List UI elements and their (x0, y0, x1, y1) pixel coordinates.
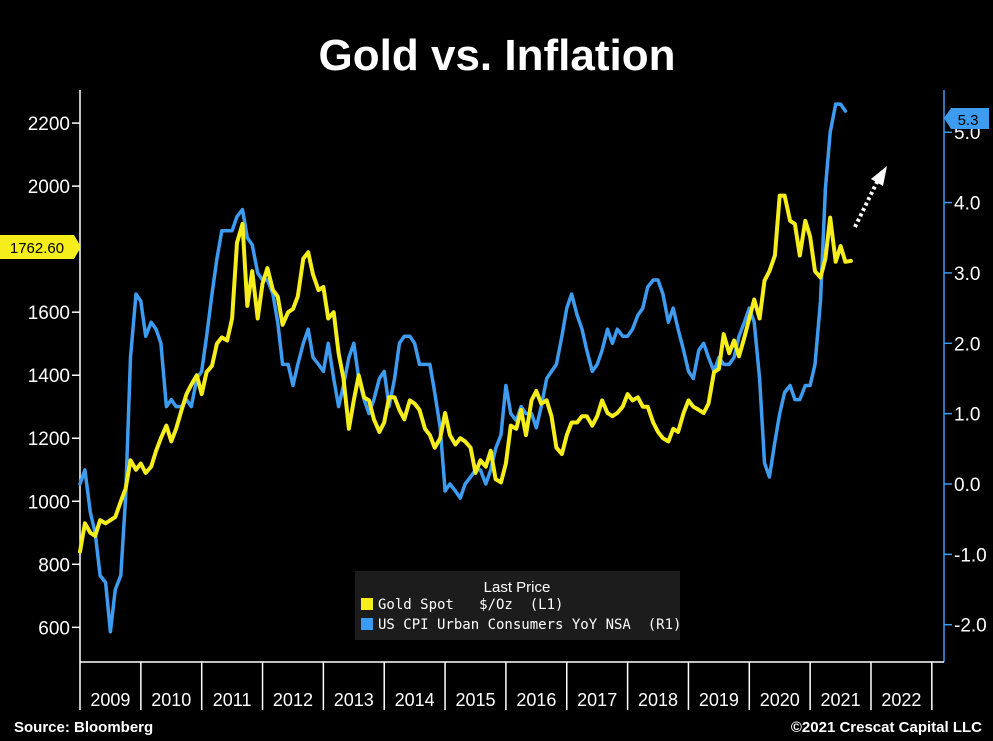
legend-box (355, 571, 680, 640)
series-line-gold (78, 193, 853, 554)
legend-swatch-gold (361, 598, 373, 610)
trend-arrow-annotation (853, 166, 887, 228)
right-tick-label: -2.0 (954, 616, 987, 637)
right-tick-label: 0.0 (954, 475, 980, 496)
right-tick-label: 4.0 (954, 194, 980, 215)
x-tick-label: 2020 (760, 690, 800, 710)
x-tick-label: 2017 (577, 690, 617, 710)
x-tick-label: 2009 (90, 690, 130, 710)
right-tick-label: 1.0 (954, 405, 980, 426)
legend-title: Last Price (484, 579, 551, 596)
gold-tag-value: 1762.60 (10, 240, 64, 257)
gold-tag-box (0, 235, 74, 259)
series-line-cpi (78, 102, 848, 634)
footer-source: Source: Bloomberg (14, 719, 153, 736)
chart-title: Gold vs. Inflation (319, 31, 676, 80)
x-tick-label: 2016 (516, 690, 556, 710)
right-axis-ticks: 5.04.03.02.01.00.0-1.0-2.0 (944, 123, 987, 637)
x-tick-label: 2014 (395, 690, 435, 710)
left-tick-label: 1000 (28, 492, 70, 513)
trend-arrow-head (871, 166, 887, 186)
legend-label-gold: Gold Spot $/Oz (L1) (378, 597, 563, 613)
x-tick-label: 2010 (151, 690, 191, 710)
x-tick-label: 2018 (638, 690, 678, 710)
x-tick-label: 2013 (334, 690, 374, 710)
gold-last-price-tag: 1762.60 (0, 235, 81, 259)
x-tick-label: 2021 (821, 690, 861, 710)
trend-arrow-shaft (853, 179, 880, 228)
footer-copyright: ©2021 Crescat Capital LLC (791, 719, 982, 736)
x-tick-label: 2015 (455, 690, 495, 710)
right-tick-label: 2.0 (954, 334, 980, 355)
legend: Last Price Gold Spot $/Oz (L1) US CPI Ur… (355, 571, 681, 640)
cpi-tag-value: 5.3 (958, 112, 979, 129)
x-tick-label: 2019 (699, 690, 739, 710)
x-tick-label: 2011 (213, 690, 252, 710)
left-tick-label: 2200 (28, 114, 70, 135)
right-tick-label: 3.0 (954, 264, 980, 285)
left-tick-label: 1400 (28, 366, 70, 387)
left-tick-label: 1600 (28, 303, 70, 324)
gold-tag-pointer (74, 235, 81, 259)
left-tick-label: 1200 (28, 429, 70, 450)
cpi-last-price-tag: 5.3 (944, 108, 989, 129)
left-tick-label: 600 (38, 618, 70, 639)
left-tick-label: 2000 (28, 177, 70, 198)
x-axis-ticks: 2009 2010 2011 2012 2013 2014 2015 2016 2017 2018… (79, 662, 933, 710)
x-tick-label: 2012 (273, 690, 313, 710)
legend-swatch-cpi (361, 618, 373, 630)
right-tick-label: -1.0 (954, 545, 987, 566)
legend-label-cpi: US CPI Urban Consumers YoY NSA (R1) (378, 617, 681, 633)
x-tick-label: 2022 (881, 690, 921, 710)
left-tick-label: 800 (38, 555, 70, 576)
cpi-tag-box (944, 108, 989, 129)
